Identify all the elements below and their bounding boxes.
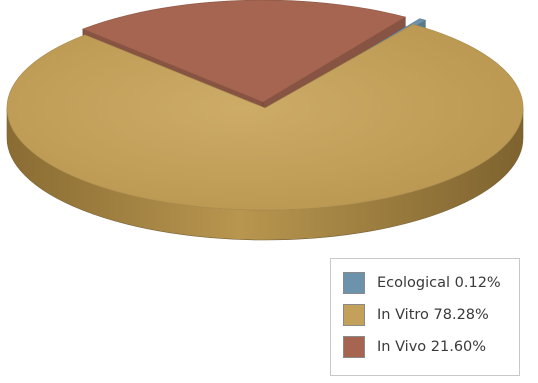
legend-item-ecological: Ecological 0.12% [343,267,519,299]
legend-swatch-ecological [343,272,365,294]
legend-label-in-vitro: In Vitro 78.28% [377,307,489,323]
legend-swatch-in-vitro [343,304,365,326]
legend-label-in-vivo: In Vivo 21.60% [377,339,487,355]
legend-label-ecological: Ecological 0.12% [377,275,501,291]
legend-swatch-in-vivo [343,336,365,358]
legend: Ecological 0.12% In Vitro 78.28% In Vivo… [330,258,520,376]
legend-item-in-vitro: In Vitro 78.28% [343,299,519,331]
legend-item-in-vivo: In Vivo 21.60% [343,331,519,363]
pie-slice-in-vitro [6,24,524,241]
